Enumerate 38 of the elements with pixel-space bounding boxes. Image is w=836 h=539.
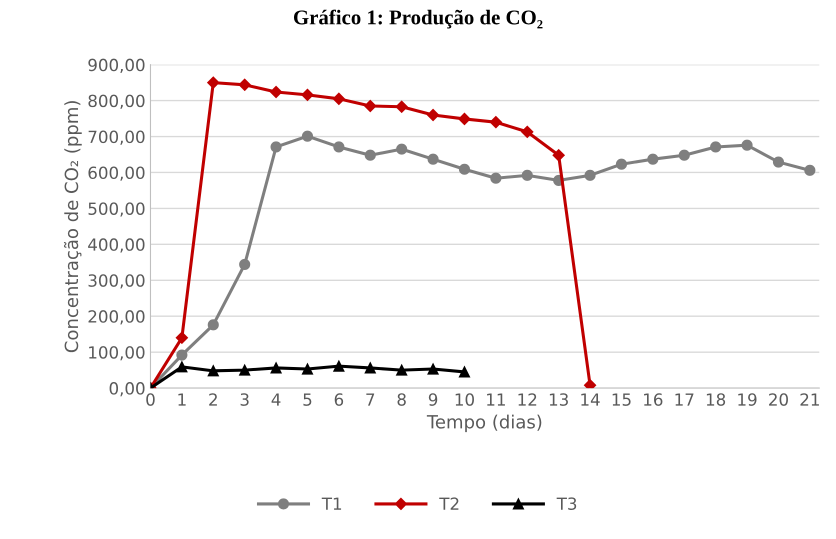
y-axis-title: Concentração de CO₂ (ppm) [64,101,82,352]
x-tick-label: 19 [738,393,756,406]
x-tick-label: 2 [209,393,217,406]
legend-label: T2 [439,497,458,510]
x-axis-title: Tempo (dias) [426,414,542,432]
x-tick-label: 9 [428,393,438,406]
y-tick-label: 600,00 [88,166,145,181]
x-tick-label: 6 [334,393,344,406]
y-tick-label: 800,00 [88,94,145,109]
x-tick-label: 7 [366,393,374,406]
y-tick-label: 0,00 [110,382,145,396]
legend-label: T1 [322,498,342,510]
x-tick-label: 21 [800,393,819,406]
chart-title: Gráfico 1: Produção de CO₂ [294,10,542,29]
y-tick-label: 200,00 [88,310,145,324]
x-tick-label: 0 [146,393,155,406]
y-tick-label: 300,00 [88,274,145,289]
legend-label: T3 [556,497,576,510]
x-tick-label: 13 [550,393,568,406]
x-tick-label: 11 [487,393,505,406]
y-tick-label: 900,00 [88,58,145,73]
x-tick-label: 1 [178,393,186,406]
x-tick-label: 4 [272,393,280,406]
y-tick-label: 500,00 [88,202,145,217]
y-tick-label: 400,00 [88,238,145,253]
x-tick-label: 20 [769,393,788,406]
x-tick-label: 17 [675,393,694,406]
x-tick-label: 8 [398,393,406,406]
x-tick-label: 12 [518,393,536,406]
x-tick-label: 3 [240,393,249,406]
x-tick-label: 15 [612,393,631,406]
x-tick-label: 10 [456,393,474,406]
x-tick-label: 14 [581,393,600,406]
x-tick-label: 18 [706,393,726,406]
y-tick-label: 100,00 [89,346,145,360]
x-tick-label: 16 [644,393,662,406]
y-tick-label: 700,00 [88,130,145,145]
x-tick-label: 5 [303,393,312,406]
